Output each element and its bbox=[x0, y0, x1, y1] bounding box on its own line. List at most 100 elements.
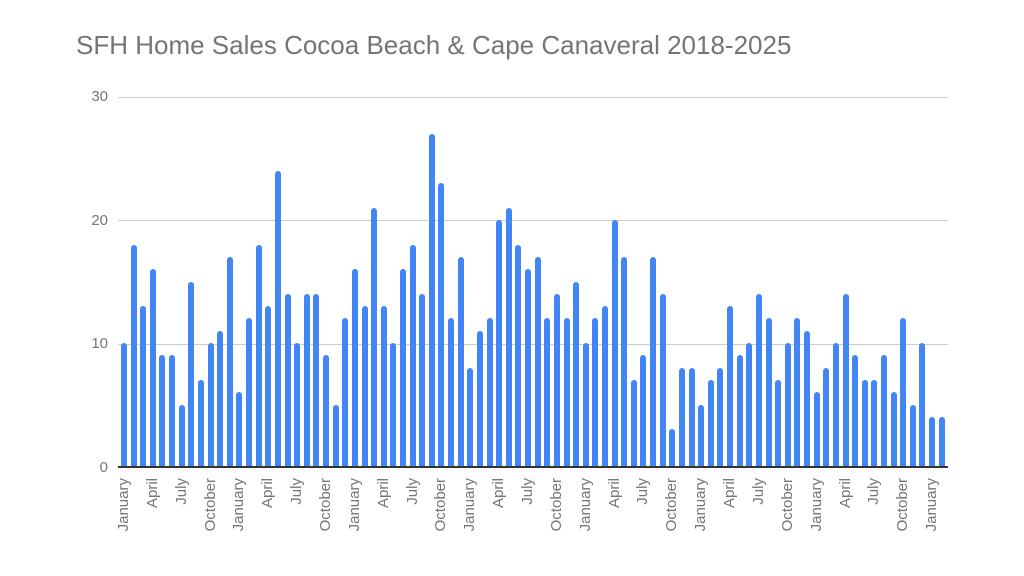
bar bbox=[775, 379, 782, 466]
bar bbox=[602, 306, 608, 466]
bar bbox=[342, 318, 349, 466]
bar bbox=[688, 367, 695, 466]
bar bbox=[842, 293, 849, 466]
bar bbox=[332, 404, 339, 466]
x-tick-label: April bbox=[721, 478, 739, 509]
bar bbox=[274, 170, 281, 466]
gridline-10 bbox=[118, 344, 948, 345]
bar bbox=[630, 379, 637, 466]
bar bbox=[823, 367, 830, 466]
x-tick-label: July bbox=[865, 478, 883, 505]
bar bbox=[640, 355, 647, 466]
bar bbox=[178, 404, 185, 466]
bar bbox=[746, 343, 753, 466]
bar bbox=[890, 392, 897, 466]
bar bbox=[880, 355, 887, 466]
x-tick-label: April bbox=[605, 478, 623, 509]
bar bbox=[727, 306, 734, 466]
bar bbox=[900, 318, 907, 466]
bar bbox=[678, 367, 685, 466]
x-tick-label: April bbox=[143, 478, 161, 509]
bar bbox=[765, 318, 772, 466]
x-tick-label: October bbox=[663, 478, 681, 532]
y-tick-label: 30 bbox=[91, 88, 108, 105]
bar bbox=[525, 269, 532, 466]
bar bbox=[313, 293, 320, 466]
bar bbox=[467, 367, 474, 466]
x-tick-label: April bbox=[374, 478, 392, 509]
bar bbox=[582, 343, 589, 466]
bar bbox=[784, 343, 791, 466]
bar bbox=[169, 355, 176, 466]
x-tick-label: October bbox=[547, 478, 565, 532]
bar bbox=[804, 330, 811, 466]
x-axis-baseline bbox=[118, 466, 948, 468]
x-tick-label: October bbox=[778, 478, 796, 532]
bar bbox=[130, 244, 137, 466]
x-tick-label: July bbox=[403, 478, 421, 505]
x-tick-label: January bbox=[692, 478, 710, 532]
bar bbox=[476, 330, 483, 466]
bar bbox=[140, 306, 147, 466]
bar bbox=[592, 318, 599, 466]
plot-area bbox=[118, 97, 948, 468]
bar bbox=[496, 220, 503, 466]
bar bbox=[707, 379, 714, 466]
x-tick-label: January bbox=[230, 478, 248, 532]
bar bbox=[371, 207, 378, 466]
bar bbox=[265, 306, 272, 466]
x-tick-label: October bbox=[201, 478, 219, 532]
bar bbox=[149, 269, 156, 466]
bar bbox=[438, 183, 445, 466]
bar bbox=[390, 343, 397, 466]
bar bbox=[188, 281, 195, 466]
x-tick-label: January bbox=[807, 478, 825, 532]
bar bbox=[669, 429, 676, 466]
bar bbox=[813, 392, 820, 466]
bar bbox=[448, 318, 455, 466]
bar bbox=[611, 220, 618, 466]
bar bbox=[659, 293, 666, 466]
bar bbox=[380, 306, 387, 466]
bar bbox=[294, 343, 301, 466]
x-tick-label: October bbox=[317, 478, 335, 532]
gridline-30 bbox=[118, 97, 948, 98]
bar bbox=[323, 355, 330, 466]
y-tick-label: 20 bbox=[91, 212, 108, 229]
bar bbox=[563, 318, 570, 466]
bar bbox=[650, 256, 657, 466]
x-tick-label: July bbox=[288, 478, 306, 505]
bar bbox=[236, 392, 243, 466]
bar bbox=[929, 416, 936, 466]
x-tick-label: January bbox=[115, 478, 132, 532]
bar bbox=[486, 318, 493, 466]
bar bbox=[399, 269, 406, 466]
bar bbox=[794, 318, 801, 466]
bar bbox=[871, 379, 878, 466]
bar bbox=[832, 343, 839, 466]
bar bbox=[755, 293, 762, 466]
bar bbox=[553, 293, 560, 466]
x-tick-label: July bbox=[172, 478, 190, 505]
x-tick-label: January bbox=[923, 478, 941, 532]
chart-title: SFH Home Sales Cocoa Beach & Cape Canave… bbox=[76, 30, 792, 60]
x-tick-label: July bbox=[634, 478, 652, 505]
bar bbox=[457, 256, 464, 466]
y-tick-label: 10 bbox=[91, 335, 108, 352]
x-tick-label: July bbox=[749, 478, 767, 505]
bar bbox=[544, 318, 551, 466]
bar bbox=[938, 416, 945, 466]
bar bbox=[409, 244, 416, 466]
x-tick-label: October bbox=[894, 478, 912, 532]
bar bbox=[226, 256, 233, 466]
bar bbox=[852, 355, 859, 466]
bar bbox=[351, 269, 358, 466]
bar bbox=[515, 244, 522, 466]
x-tick-label: January bbox=[345, 478, 363, 532]
bar bbox=[698, 404, 705, 466]
bar bbox=[121, 343, 127, 466]
bar bbox=[428, 133, 435, 466]
x-tick-label: January bbox=[461, 478, 479, 532]
bar bbox=[717, 367, 724, 466]
bar bbox=[207, 343, 214, 466]
